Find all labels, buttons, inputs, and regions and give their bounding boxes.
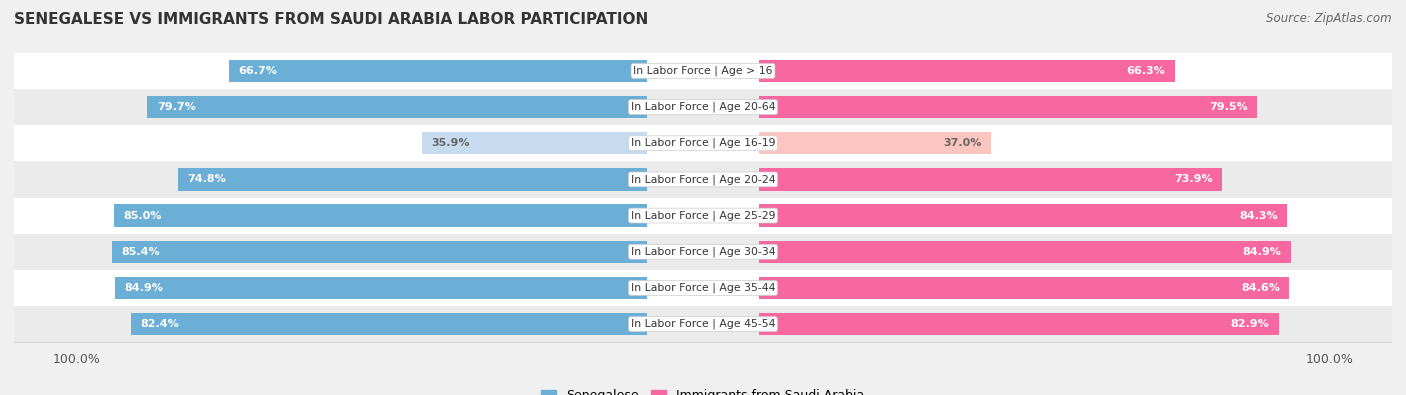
Bar <box>759 60 1174 82</box>
Bar <box>759 96 1257 118</box>
Text: In Labor Force | Age 20-64: In Labor Force | Age 20-64 <box>631 102 775 112</box>
Text: In Labor Force | Age 45-54: In Labor Force | Age 45-54 <box>631 319 775 329</box>
Text: 73.9%: 73.9% <box>1174 175 1213 184</box>
Bar <box>14 89 1392 125</box>
Text: 84.3%: 84.3% <box>1239 211 1278 220</box>
Bar <box>14 234 1392 270</box>
Text: 82.9%: 82.9% <box>1230 319 1270 329</box>
Text: 74.8%: 74.8% <box>187 175 226 184</box>
Bar <box>229 60 647 82</box>
Bar <box>115 277 647 299</box>
Bar <box>14 270 1392 306</box>
Bar <box>14 53 1392 89</box>
Text: Source: ZipAtlas.com: Source: ZipAtlas.com <box>1267 12 1392 25</box>
Bar <box>148 96 647 118</box>
Bar <box>131 313 647 335</box>
Text: In Labor Force | Age 16-19: In Labor Force | Age 16-19 <box>631 138 775 149</box>
Bar <box>422 132 647 154</box>
Text: 84.9%: 84.9% <box>124 283 163 293</box>
Text: 79.7%: 79.7% <box>157 102 195 112</box>
Text: 84.6%: 84.6% <box>1241 283 1279 293</box>
Text: In Labor Force | Age 25-29: In Labor Force | Age 25-29 <box>631 210 775 221</box>
Bar <box>759 241 1291 263</box>
Text: 37.0%: 37.0% <box>943 138 981 148</box>
Text: In Labor Force | Age 35-44: In Labor Force | Age 35-44 <box>631 283 775 293</box>
Bar <box>759 168 1222 191</box>
Legend: Senegalese, Immigrants from Saudi Arabia: Senegalese, Immigrants from Saudi Arabia <box>536 384 870 395</box>
Text: 66.7%: 66.7% <box>238 66 277 76</box>
Bar <box>14 198 1392 234</box>
Bar <box>179 168 647 191</box>
Bar <box>14 306 1392 342</box>
Text: In Labor Force | Age > 16: In Labor Force | Age > 16 <box>633 66 773 76</box>
Text: SENEGALESE VS IMMIGRANTS FROM SAUDI ARABIA LABOR PARTICIPATION: SENEGALESE VS IMMIGRANTS FROM SAUDI ARAB… <box>14 12 648 27</box>
Text: In Labor Force | Age 20-24: In Labor Force | Age 20-24 <box>631 174 775 185</box>
Text: 79.5%: 79.5% <box>1209 102 1249 112</box>
Text: 85.0%: 85.0% <box>124 211 162 220</box>
Bar <box>114 204 647 227</box>
Bar <box>759 204 1288 227</box>
Text: 84.9%: 84.9% <box>1243 247 1282 257</box>
Text: 35.9%: 35.9% <box>432 138 470 148</box>
Bar <box>759 277 1289 299</box>
Text: 82.4%: 82.4% <box>141 319 179 329</box>
Text: In Labor Force | Age 30-34: In Labor Force | Age 30-34 <box>631 246 775 257</box>
Bar <box>14 125 1392 161</box>
Bar <box>14 161 1392 198</box>
Bar <box>759 313 1278 335</box>
Bar <box>759 132 991 154</box>
Bar <box>111 241 647 263</box>
Text: 85.4%: 85.4% <box>121 247 160 257</box>
Text: 66.3%: 66.3% <box>1126 66 1166 76</box>
